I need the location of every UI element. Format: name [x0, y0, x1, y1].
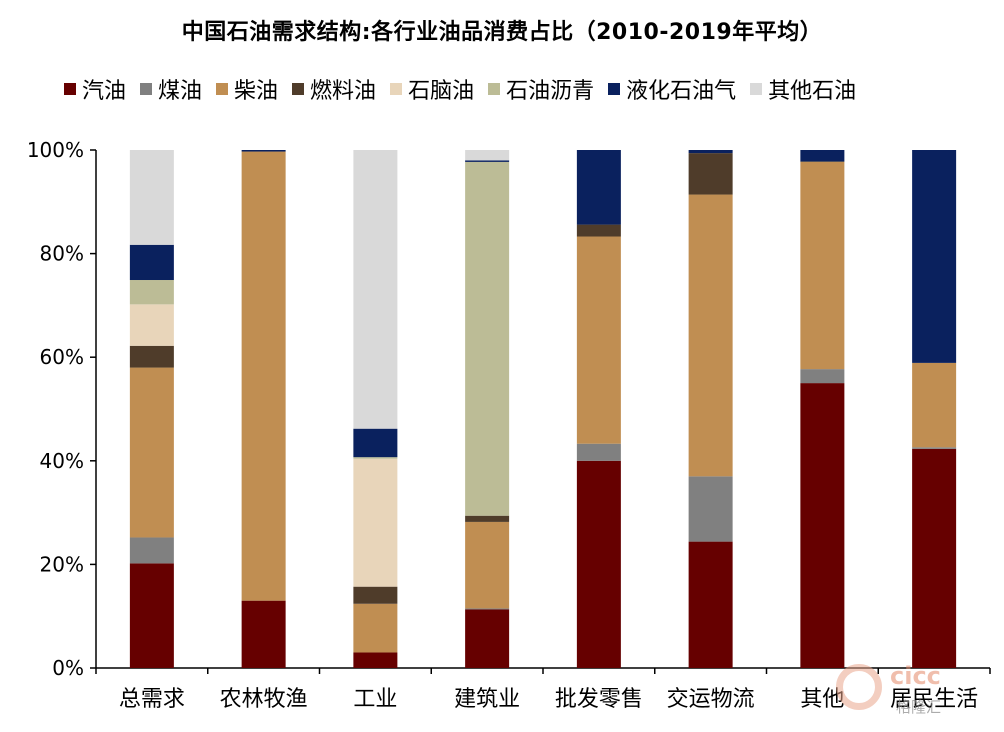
bar-segment: [129, 563, 174, 668]
bar-segment: [576, 236, 621, 444]
legend-swatch: [390, 83, 403, 95]
legend-swatch: [216, 83, 229, 95]
bar-segment: [241, 600, 286, 668]
x-category-label: 批发零售: [555, 687, 643, 712]
x-category-label: 工业: [353, 687, 397, 712]
watermark-sub-text: 格隆汇: [896, 698, 942, 716]
bar-segment: [353, 150, 398, 429]
bar-segment: [912, 362, 957, 448]
bar-segment: [465, 160, 510, 162]
bar-segment: [353, 586, 398, 604]
y-tick-label: 60%: [40, 345, 84, 369]
bar-segment: [912, 447, 957, 449]
legend-item: 石油沥青: [488, 73, 594, 105]
bar-segment: [353, 458, 398, 587]
legend-swatch: [292, 83, 305, 95]
bar-segment: [465, 150, 510, 161]
legend-label: 其他石油: [768, 79, 857, 104]
watermark: cicc 格隆汇: [836, 656, 996, 726]
bar-segment: [800, 383, 845, 668]
bar-segment: [576, 443, 621, 461]
bar-segment: [688, 476, 733, 542]
y-tick-label: 20%: [40, 552, 84, 576]
y-tick-label: 40%: [40, 449, 84, 473]
legend-item: 其他石油: [750, 73, 856, 105]
bar-segment: [241, 150, 286, 152]
legend: 汽油 煤油 柴油 燃料油 石脑油 石油沥青 液化石油气 其他石油: [64, 72, 994, 106]
bar-segment: [129, 537, 174, 564]
bar-segment: [688, 541, 733, 668]
y-tick-label: 0%: [52, 656, 84, 680]
legend-item: 煤油: [140, 73, 202, 105]
legend-label: 煤油: [158, 79, 203, 104]
cicc-logo-icon: [836, 664, 882, 710]
bar-segment: [688, 150, 733, 154]
legend-label: 石脑油: [408, 79, 475, 104]
bar-segment: [912, 448, 957, 668]
bar-segment: [576, 460, 621, 668]
chart-title: 中国石油需求结构:各行业油品消费占比（2010-2019年平均）: [181, 20, 823, 45]
bar-segment: [576, 150, 621, 225]
bar-segment: [353, 652, 398, 668]
legend-label: 石油沥青: [506, 79, 595, 104]
bar-segment: [912, 150, 957, 363]
legend-swatch: [608, 83, 621, 95]
bar-segment: [800, 161, 845, 370]
bar-segment: [353, 603, 398, 653]
legend-item: 汽油: [64, 73, 126, 105]
bar-segment: [129, 244, 174, 281]
bar-segment: [465, 609, 510, 668]
bar-segment: [465, 515, 510, 522]
legend-label: 燃料油: [310, 79, 377, 104]
bar-segment: [688, 153, 733, 195]
bar-segment: [465, 521, 510, 609]
legend-label: 柴油: [234, 79, 279, 104]
bar-segment: [129, 304, 174, 346]
x-category-label: 总需求: [119, 687, 185, 712]
watermark-logo-text: cicc: [890, 662, 941, 690]
legend-label: 液化石油气: [626, 79, 737, 104]
legend-swatch: [488, 83, 501, 95]
bar-segment: [465, 608, 510, 610]
bar-segment: [129, 280, 174, 305]
x-category-label: 交运物流: [667, 687, 755, 712]
legend-swatch: [750, 83, 763, 95]
legend-label: 汽油: [82, 79, 127, 104]
bar-segment: [129, 150, 174, 245]
bar-segment: [241, 151, 286, 601]
x-category-label: 建筑业: [454, 687, 520, 712]
y-tick-label: 100%: [27, 138, 84, 162]
legend-item: 石脑油: [390, 73, 474, 105]
bar-segment: [800, 150, 845, 162]
bar-segment: [465, 161, 510, 516]
y-tick-label: 80%: [40, 242, 84, 266]
bar-segment: [800, 369, 845, 384]
legend-swatch: [64, 83, 76, 95]
bar-segment: [576, 224, 621, 237]
bar-segment: [129, 345, 174, 368]
x-category-label: 居民生活: [890, 687, 978, 712]
legend-item: 液化石油气: [608, 73, 736, 105]
bar-segment: [353, 428, 398, 458]
bar-segment: [129, 367, 174, 538]
legend-item: 燃料油: [292, 73, 376, 105]
bar-segment: [800, 161, 845, 162]
legend-swatch: [140, 83, 153, 95]
x-category-label: 农林牧渔: [220, 687, 308, 712]
legend-item: 柴油: [216, 73, 278, 105]
bar-segment: [688, 194, 733, 477]
bar-segment: [353, 457, 398, 459]
